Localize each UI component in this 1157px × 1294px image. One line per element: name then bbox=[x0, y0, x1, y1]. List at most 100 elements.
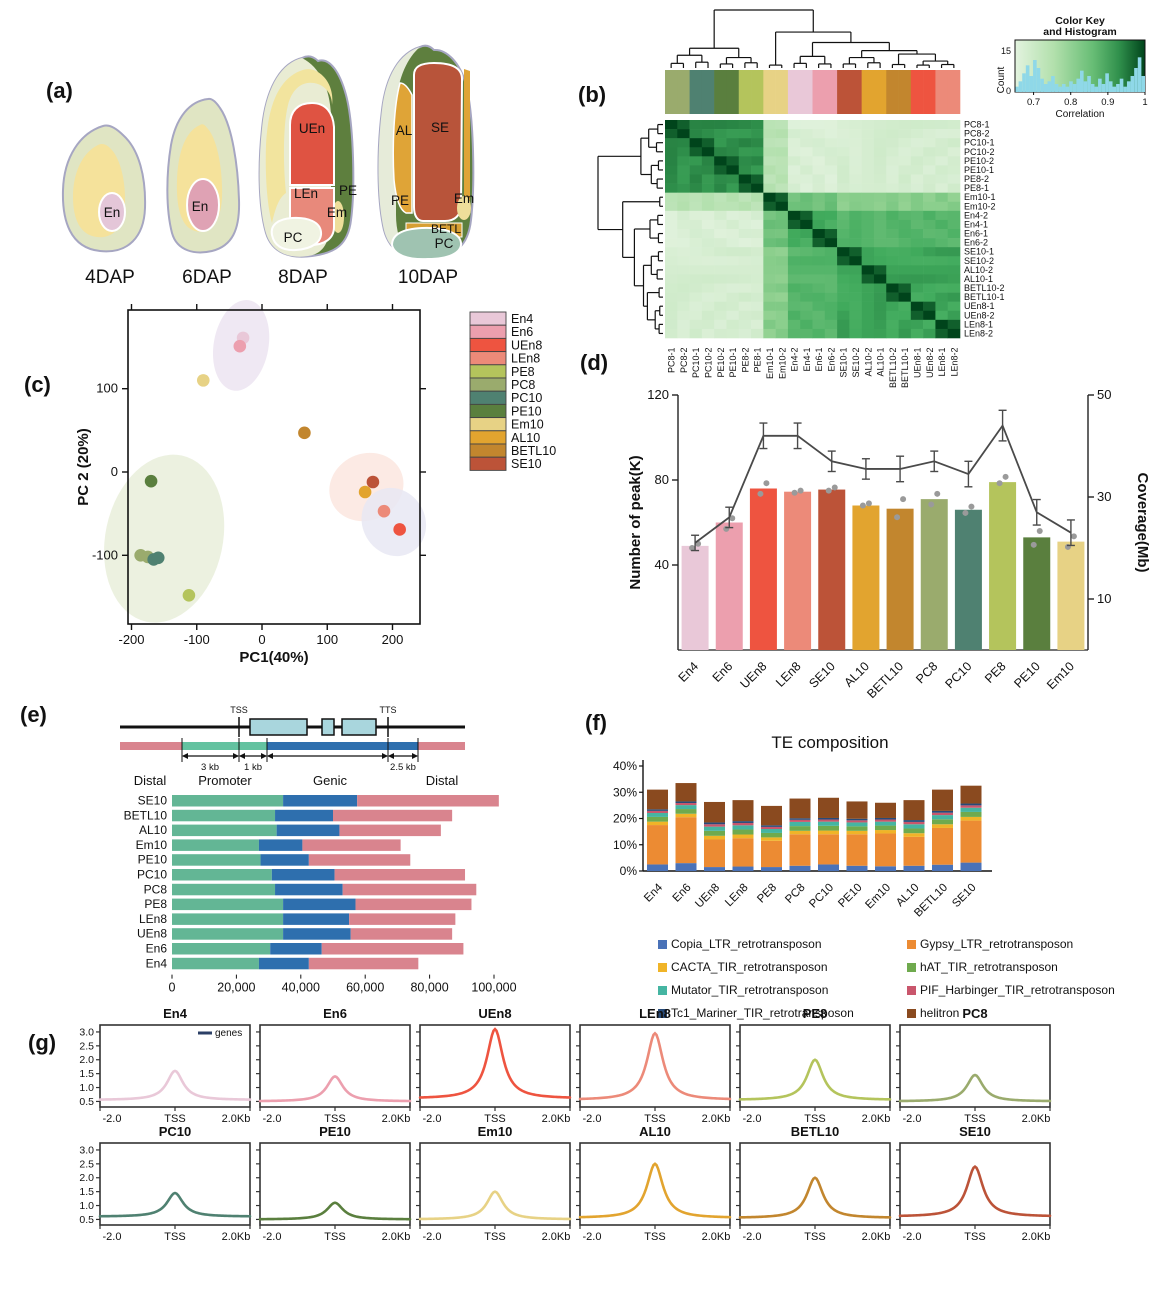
row-label: PC10-1 bbox=[964, 138, 995, 148]
heatmap-cell bbox=[665, 265, 678, 275]
stacked-bar-segment bbox=[932, 810, 953, 813]
promoter-track bbox=[182, 742, 267, 750]
stacked-bar-segment bbox=[172, 943, 271, 955]
stacked-bar-segment bbox=[704, 835, 725, 840]
pca-point bbox=[358, 485, 372, 499]
heatmap-cell bbox=[787, 165, 801, 175]
stacked-bar-segment bbox=[761, 829, 782, 833]
heatmap-cell bbox=[787, 129, 801, 139]
heatmap-cell bbox=[800, 256, 813, 266]
replicate-dot bbox=[1036, 528, 1043, 534]
plot-frame bbox=[259, 1142, 411, 1226]
heatmap-cell bbox=[812, 165, 826, 175]
stacked-bar-segment bbox=[875, 819, 896, 822]
heatmap-cell bbox=[800, 319, 813, 330]
heatmap-cell bbox=[775, 319, 789, 330]
heatmap-cell bbox=[824, 120, 838, 130]
heatmap-cell bbox=[935, 192, 949, 203]
category-label: PE8 bbox=[144, 897, 167, 911]
heatmap-cell bbox=[873, 274, 887, 284]
legend-label: PC8 bbox=[511, 378, 535, 392]
category-label: BETL10 bbox=[124, 808, 168, 822]
column-color-strip bbox=[726, 70, 740, 114]
stacked-bar-segment bbox=[275, 883, 343, 896]
heatmap-cell bbox=[873, 229, 887, 239]
stacked-bar-segment bbox=[308, 854, 411, 866]
stacked-bar-segment bbox=[258, 839, 303, 851]
heatmap-cell bbox=[923, 183, 936, 193]
panel-c-label: (c) bbox=[24, 372, 51, 397]
heatmap-cell bbox=[910, 301, 924, 312]
pca-point bbox=[366, 475, 380, 489]
bar bbox=[715, 522, 743, 650]
heatmap-cell bbox=[812, 310, 826, 321]
heatmap-cell bbox=[701, 174, 715, 184]
heatmap-cell bbox=[898, 247, 912, 257]
heatmap-cell bbox=[837, 165, 850, 175]
bar bbox=[852, 505, 880, 650]
tss-profile-curve bbox=[258, 1075, 412, 1103]
heatmap-cell bbox=[677, 129, 690, 139]
genic-track bbox=[267, 742, 418, 750]
heatmap-cell bbox=[886, 292, 899, 302]
legend-swatch bbox=[469, 364, 507, 379]
col-label: PC8-2 bbox=[679, 348, 689, 374]
stacked-bar-segment bbox=[357, 795, 499, 807]
stacked-bar-segment bbox=[761, 840, 782, 868]
category-label: AL10 bbox=[841, 659, 872, 690]
heatmap-cell bbox=[665, 301, 678, 312]
heatmap-cell bbox=[763, 174, 776, 184]
heatmap-cell bbox=[775, 301, 789, 312]
stacked-bar-segment bbox=[704, 824, 725, 827]
col-label: LEn8-2 bbox=[949, 348, 959, 377]
heatmap-cell bbox=[726, 219, 740, 230]
heatmap-cell bbox=[837, 192, 850, 203]
heatmap-cell bbox=[849, 292, 862, 302]
heatmap-cell bbox=[861, 283, 875, 293]
heatmap-cell bbox=[873, 183, 887, 193]
column-color-strip bbox=[665, 70, 678, 114]
heatmap-cell bbox=[689, 192, 703, 203]
heatmap-cell bbox=[910, 238, 924, 248]
tss-profile-curve bbox=[738, 1058, 892, 1101]
y-tick: 10% bbox=[613, 838, 637, 852]
heatmap-cell bbox=[886, 210, 899, 221]
stacked-bar-segment bbox=[308, 957, 419, 970]
heatmap-cell bbox=[738, 201, 752, 212]
heatmap-cell bbox=[861, 138, 875, 148]
heatmap-cell bbox=[898, 156, 912, 166]
heatmap-cell bbox=[689, 219, 703, 230]
heatmap-cell bbox=[714, 292, 727, 302]
y-tick: 0% bbox=[620, 864, 638, 878]
heatmap-cell bbox=[714, 247, 727, 257]
heatmap-cell bbox=[800, 147, 813, 157]
heatmap-cell bbox=[947, 219, 961, 230]
category-label: En4 bbox=[676, 659, 702, 685]
heatmap-cell bbox=[923, 120, 936, 130]
heatmap-cell bbox=[665, 256, 678, 266]
color-key-histogram-bar bbox=[1108, 81, 1113, 92]
color-key-histogram-bar bbox=[1018, 81, 1023, 92]
legend-label: hAT_TIR_retrotransposon bbox=[920, 960, 1058, 974]
heatmap-cell bbox=[861, 156, 875, 166]
replicate-dot bbox=[865, 500, 872, 507]
legend-swatch bbox=[469, 324, 507, 339]
heatmap-cell bbox=[726, 201, 740, 212]
row-label: En6-1 bbox=[964, 229, 988, 239]
right-y-tick: 50 bbox=[1097, 387, 1111, 402]
color-key-xtick: 0.8 bbox=[1064, 97, 1077, 108]
seed-region bbox=[457, 196, 471, 220]
heatmap-cell bbox=[701, 247, 715, 257]
heatmap-cell bbox=[751, 129, 764, 139]
heatmap-cell bbox=[677, 283, 690, 293]
heatmap-cell bbox=[923, 247, 936, 257]
legend-label: Em10 bbox=[511, 418, 544, 432]
heatmap-cell bbox=[787, 328, 801, 339]
heatmap-cell bbox=[738, 192, 752, 203]
heatmap-cell bbox=[837, 247, 850, 257]
panel-a-label: (a) bbox=[46, 78, 73, 103]
heatmap-cell bbox=[947, 256, 961, 266]
stacked-bar-segment bbox=[302, 839, 401, 851]
heatmap-cell bbox=[751, 256, 764, 266]
heatmap-cell bbox=[775, 229, 789, 239]
